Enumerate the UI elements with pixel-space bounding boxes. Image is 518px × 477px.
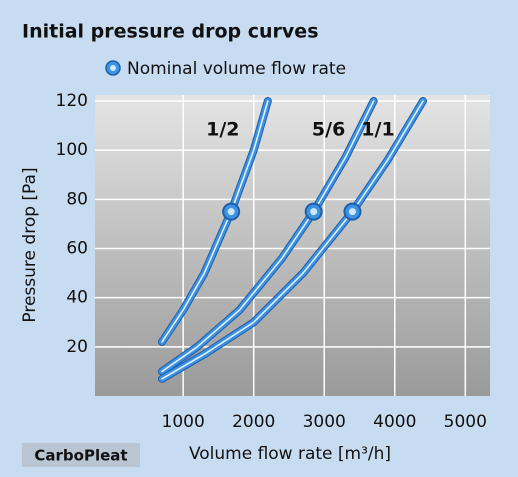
curve-highlight bbox=[161, 100, 424, 380]
curve-highlight bbox=[161, 100, 375, 373]
y-tick-label: 80 bbox=[66, 189, 88, 209]
brand-label: CarboPleat bbox=[34, 447, 127, 465]
x-tick-label: 2000 bbox=[232, 412, 275, 432]
y-tick-label: 40 bbox=[66, 288, 88, 308]
y-tick-label: 60 bbox=[66, 239, 88, 259]
legend-marker-center bbox=[110, 65, 116, 71]
nominal-marker-center bbox=[227, 208, 235, 216]
y-tick-label: 100 bbox=[56, 140, 88, 160]
chart-title: Initial pressure drop curves bbox=[22, 21, 319, 43]
series-label: 5/6 bbox=[312, 119, 345, 141]
legend-label: Nominal volume flow rate bbox=[127, 59, 346, 79]
series-label: 1/2 bbox=[206, 119, 239, 141]
nominal-marker-center bbox=[310, 208, 318, 216]
y-tick-label: 120 bbox=[56, 91, 88, 111]
curve-highlight bbox=[161, 100, 269, 343]
x-tick-label: 5000 bbox=[444, 412, 487, 432]
nominal-marker-center bbox=[348, 208, 356, 216]
x-tick-label: 4000 bbox=[373, 412, 416, 432]
x-tick-label: 1000 bbox=[162, 412, 205, 432]
x-axis-label: Volume flow rate [m³/h] bbox=[189, 444, 391, 464]
series-label: 1/1 bbox=[361, 119, 394, 141]
x-tick-label: 3000 bbox=[303, 412, 346, 432]
y-axis-label: Pressure drop [Pa] bbox=[20, 167, 40, 322]
y-tick-label: 20 bbox=[66, 337, 88, 357]
brand-box bbox=[22, 443, 140, 467]
